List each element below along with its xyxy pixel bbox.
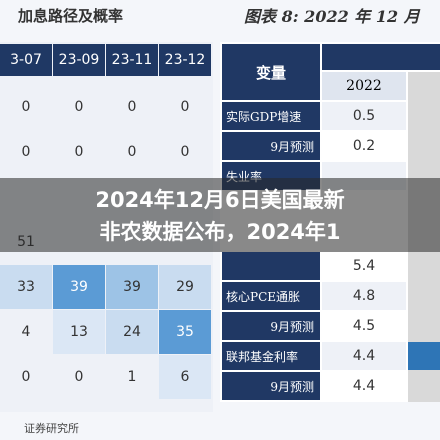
column-header: 3-07 bbox=[0, 44, 52, 76]
row-label: 实际GDP增速 bbox=[222, 102, 320, 130]
right-title: 图表 8: 2022 年 12 月 bbox=[244, 7, 420, 26]
row-value: 5.4 bbox=[322, 252, 406, 280]
table-cell: 4 bbox=[21, 324, 31, 340]
table-cell: 35 bbox=[159, 310, 211, 354]
row-value: 0.2 bbox=[322, 132, 406, 160]
table-cell: 0 bbox=[21, 369, 31, 385]
table-cell: 33 bbox=[0, 265, 52, 309]
row-value: 0.5 bbox=[322, 102, 406, 130]
overlay-text: 2024年12月6日美国最新 bbox=[95, 188, 345, 212]
row-value: 4.8 bbox=[322, 282, 406, 310]
table-cell: 13 bbox=[53, 310, 105, 354]
column-header: 23-11 bbox=[106, 44, 158, 76]
table-cell: 1 bbox=[127, 369, 137, 385]
row-label: 核心PCE通胀 bbox=[222, 282, 320, 310]
row-value: 4.4 bbox=[322, 342, 406, 370]
table-cell: 0 bbox=[127, 144, 137, 160]
highlight-cell bbox=[408, 342, 440, 370]
table-cell: 39 bbox=[53, 265, 105, 309]
column-header: 23-12 bbox=[159, 44, 211, 76]
table-cell: 0 bbox=[74, 144, 84, 160]
overlay-text: 非农数据公布，2024年1 bbox=[99, 220, 341, 244]
header-bar bbox=[322, 44, 440, 70]
table-cell: 0 bbox=[127, 99, 137, 115]
table-cell: 29 bbox=[159, 265, 211, 309]
table-cell: 0 bbox=[180, 144, 190, 160]
row-label bbox=[222, 252, 320, 280]
row-label: 联邦基金利率 bbox=[222, 342, 320, 370]
overlay-band bbox=[0, 178, 440, 252]
table-cell: 0 bbox=[74, 369, 84, 385]
table-cell: 0 bbox=[74, 99, 84, 115]
table-cell: 39 bbox=[106, 265, 158, 309]
row-label: 9月预测 bbox=[222, 312, 320, 340]
year-cell: 2022 bbox=[322, 72, 406, 100]
table-cell: 0 bbox=[180, 99, 190, 115]
left-title: 加息路径及概率 bbox=[18, 6, 124, 25]
source: 证券研究所 bbox=[24, 422, 79, 435]
table-cell: 6 bbox=[159, 355, 211, 399]
table-cell: 0 bbox=[21, 144, 31, 160]
row-label: 9月预测 bbox=[222, 372, 320, 400]
table-cell: 0 bbox=[21, 99, 31, 115]
header-cell: 变量 bbox=[222, 44, 320, 100]
table-cell: 24 bbox=[106, 310, 158, 354]
row-value: 4.5 bbox=[322, 312, 406, 340]
row-label: 9月预测 bbox=[222, 132, 320, 160]
row-value: 4.4 bbox=[322, 372, 406, 400]
column-header: 23-09 bbox=[53, 44, 105, 76]
